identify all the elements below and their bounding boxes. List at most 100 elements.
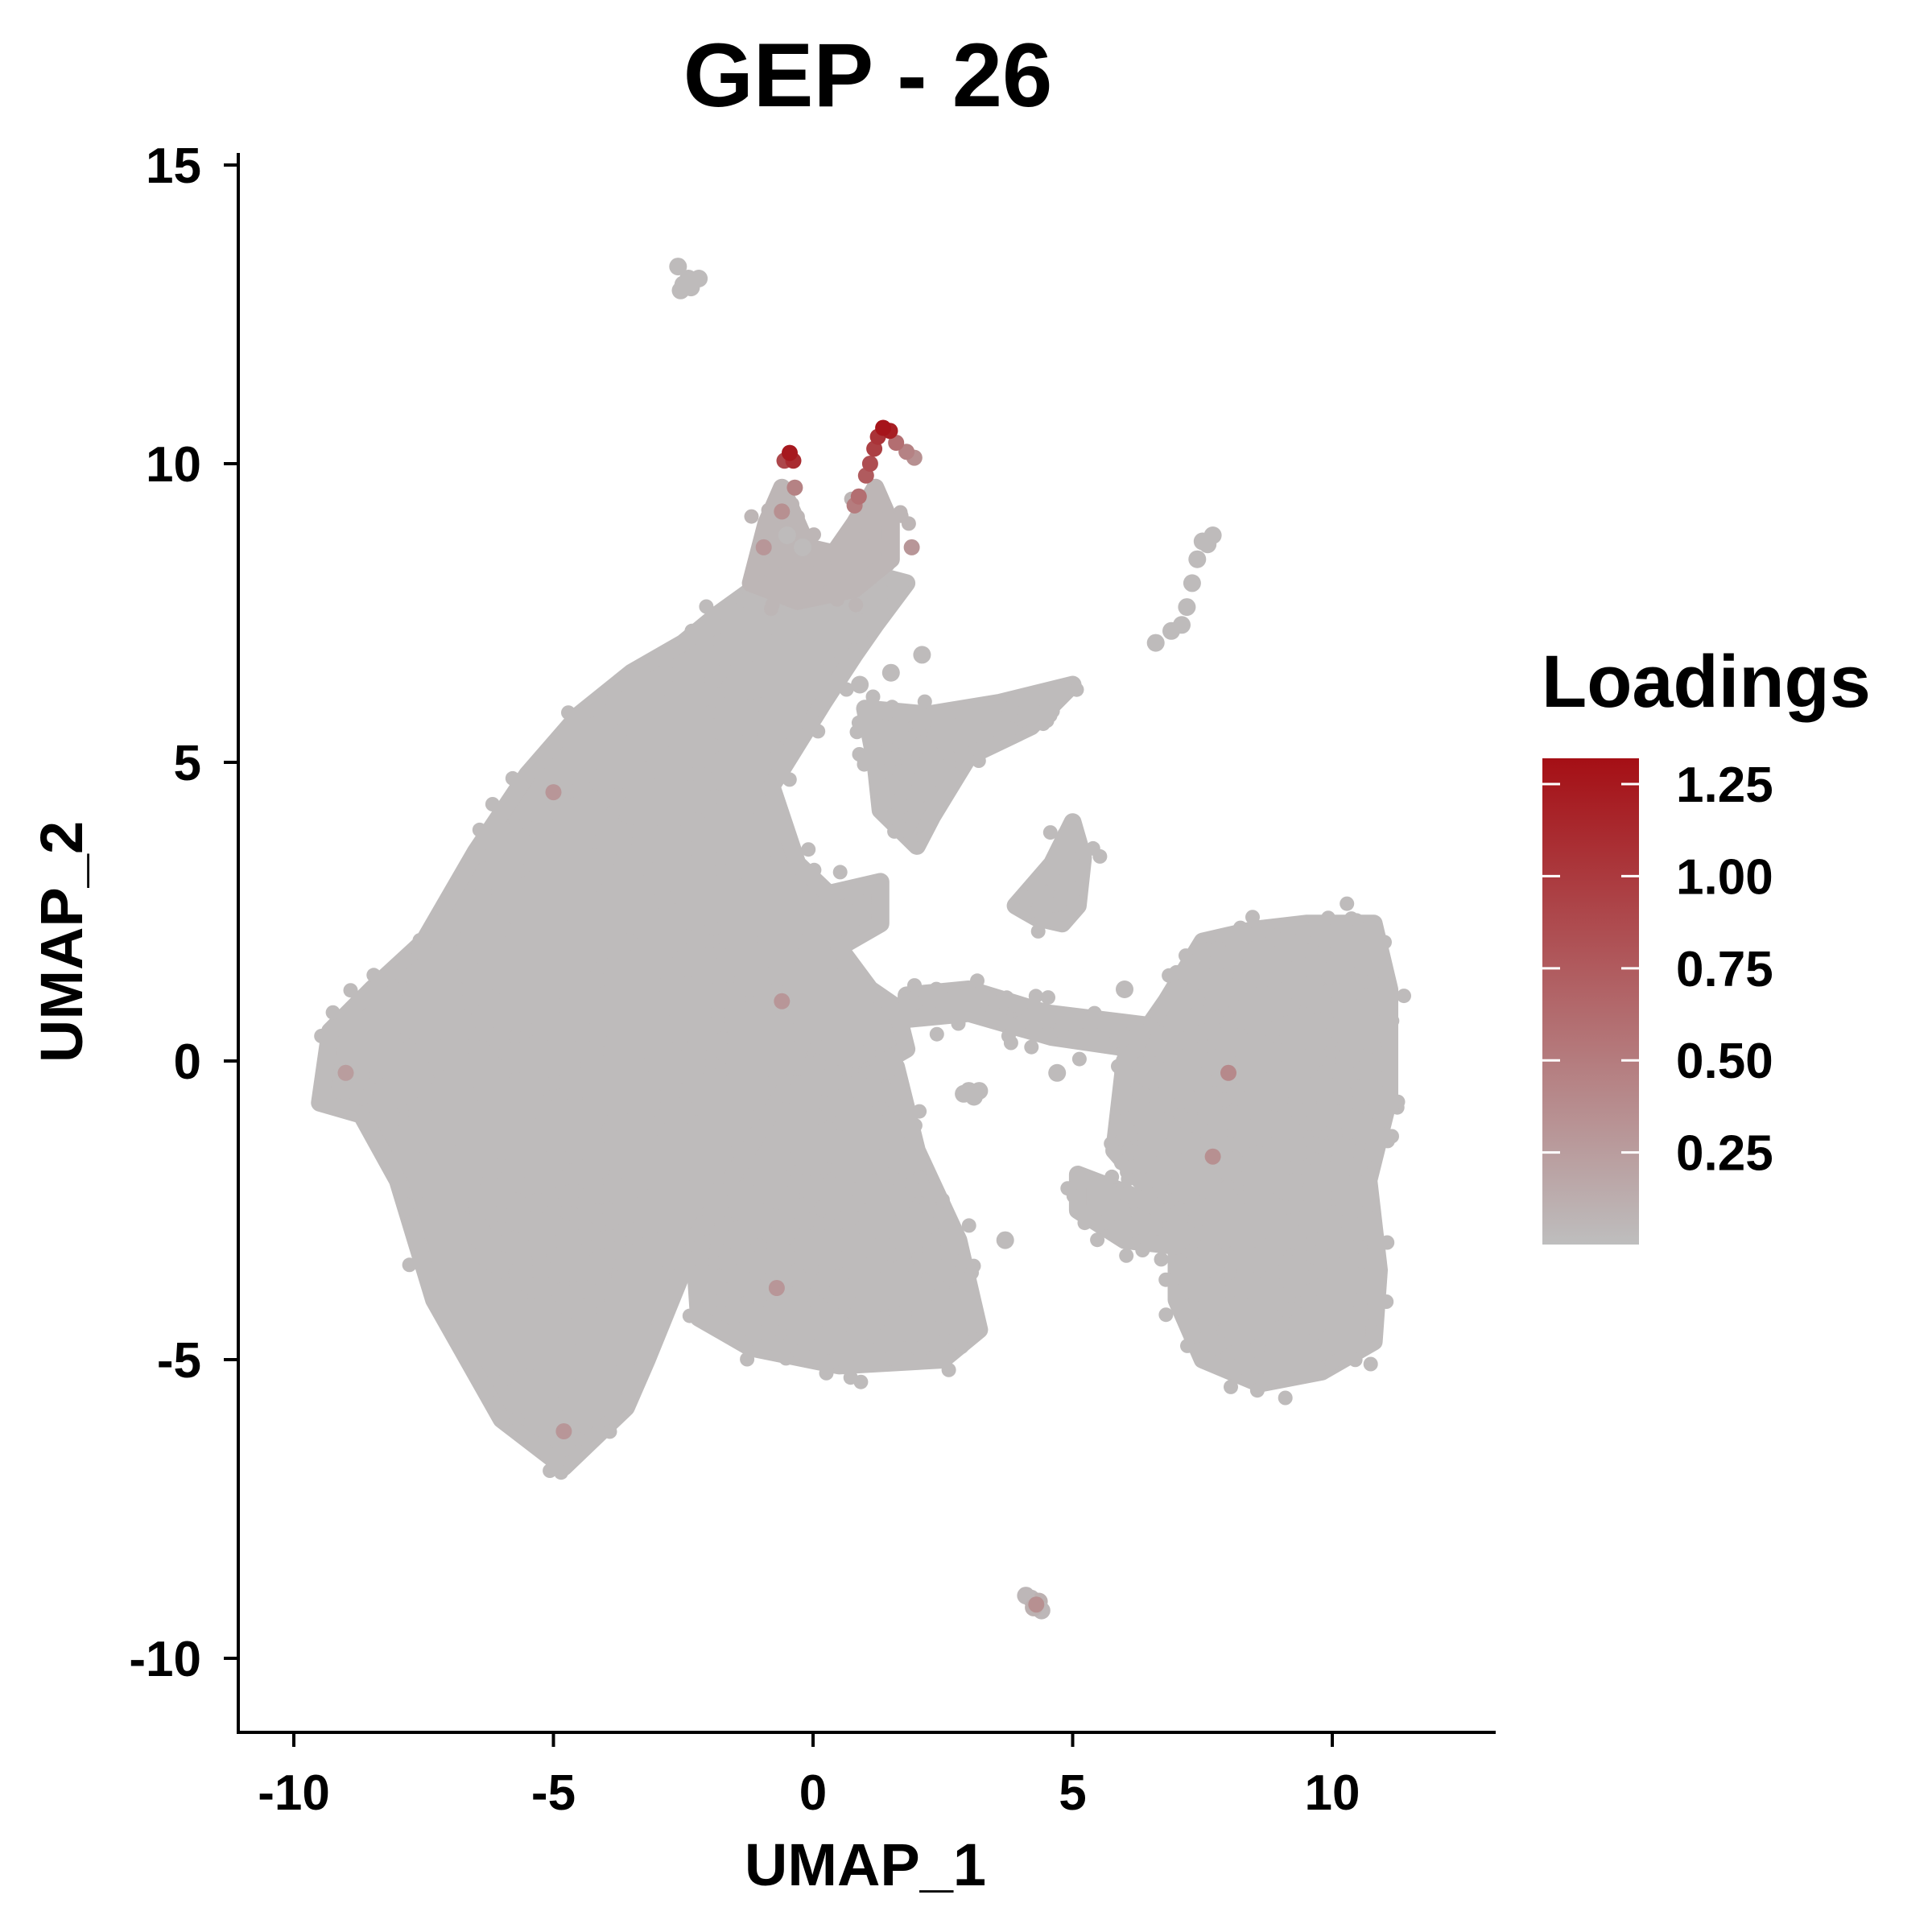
x-axis-ticks: -10 -5 0 5 10 bbox=[258, 1732, 1360, 1821]
cell-point bbox=[915, 1339, 931, 1354]
cell-point bbox=[1259, 952, 1274, 966]
cell-point bbox=[873, 1100, 889, 1116]
cell-point bbox=[357, 989, 371, 1004]
cell-point bbox=[663, 667, 679, 682]
cell-point bbox=[800, 691, 815, 707]
cell-point bbox=[1158, 1062, 1173, 1077]
cell-point bbox=[661, 926, 675, 941]
cell-point bbox=[839, 1090, 854, 1105]
cell-point bbox=[887, 1061, 902, 1076]
cell-point bbox=[457, 1009, 472, 1024]
cell-point bbox=[493, 839, 508, 854]
cell-point bbox=[1274, 1264, 1289, 1279]
cell-point bbox=[555, 997, 569, 1013]
cell-point bbox=[682, 1308, 697, 1323]
cell-point bbox=[1379, 1294, 1394, 1309]
cell-point bbox=[964, 1305, 980, 1320]
cell-point bbox=[832, 865, 848, 880]
cluster-right-arm bbox=[1060, 1166, 1195, 1263]
cell-point bbox=[558, 877, 572, 892]
cell-point bbox=[743, 1171, 758, 1187]
cell-point bbox=[824, 901, 840, 916]
cell-point bbox=[1289, 1282, 1304, 1298]
cell-point bbox=[621, 844, 636, 859]
cell-point bbox=[805, 1189, 820, 1204]
cell-point bbox=[550, 1269, 565, 1284]
cell-point bbox=[801, 842, 816, 857]
cell-point bbox=[800, 1212, 815, 1228]
cell-point bbox=[826, 1268, 840, 1283]
cell-point bbox=[671, 281, 690, 299]
cell-point bbox=[1233, 958, 1249, 973]
cell-point bbox=[493, 1220, 508, 1236]
cell-point bbox=[1290, 1225, 1305, 1241]
cell-point bbox=[744, 1042, 759, 1058]
cell-point bbox=[999, 990, 1014, 1005]
cell-point bbox=[700, 910, 714, 926]
cell-point bbox=[1121, 1143, 1137, 1158]
cell-point bbox=[1024, 1039, 1039, 1055]
cell-point bbox=[857, 703, 872, 718]
cell-point bbox=[1056, 1033, 1071, 1047]
cell-point bbox=[490, 885, 506, 899]
cell-point bbox=[1121, 1224, 1136, 1240]
cell-point bbox=[1338, 1089, 1353, 1104]
cell-point bbox=[795, 1197, 811, 1212]
cell-point bbox=[1070, 881, 1085, 896]
cell-point bbox=[516, 1197, 531, 1212]
cell-point bbox=[564, 1301, 579, 1316]
cell-point bbox=[531, 1255, 547, 1269]
cell-point bbox=[1214, 1226, 1229, 1241]
cell-point bbox=[431, 1075, 447, 1091]
legend-colorbar bbox=[1542, 758, 1639, 1245]
cell-point bbox=[557, 1442, 572, 1457]
cell-point bbox=[1307, 1231, 1323, 1246]
cell-point bbox=[439, 1271, 454, 1286]
cell-point bbox=[477, 923, 492, 938]
cell-point bbox=[811, 724, 826, 739]
cell-point bbox=[890, 1200, 905, 1216]
cell-point bbox=[630, 870, 645, 886]
cell-point bbox=[708, 789, 723, 804]
cell-point bbox=[1316, 1065, 1331, 1080]
cell-point bbox=[888, 435, 905, 451]
cell-point bbox=[954, 745, 969, 761]
cell-point bbox=[389, 1111, 404, 1126]
cell-point bbox=[971, 753, 986, 768]
cell-point bbox=[650, 1218, 665, 1233]
cell-point bbox=[621, 1243, 636, 1258]
cell-point bbox=[752, 1238, 767, 1253]
cell-point bbox=[1390, 1094, 1406, 1109]
cell-point bbox=[883, 1351, 898, 1366]
cell-point bbox=[848, 1075, 863, 1091]
cell-point bbox=[1217, 1092, 1232, 1108]
cell-point bbox=[1028, 989, 1043, 1004]
cell-point bbox=[1004, 721, 1019, 737]
cell-point bbox=[849, 724, 865, 740]
cell-point bbox=[795, 1256, 810, 1270]
cell-point bbox=[1231, 1136, 1246, 1150]
cell-point bbox=[787, 947, 803, 963]
cell-point bbox=[890, 1098, 906, 1113]
cell-point bbox=[689, 1100, 704, 1116]
cell-point bbox=[1327, 1129, 1343, 1144]
cell-point bbox=[925, 1203, 940, 1218]
cell-point bbox=[419, 1133, 435, 1148]
cell-point bbox=[1199, 535, 1217, 554]
cell-point bbox=[1187, 1301, 1202, 1315]
cell-point bbox=[1369, 1120, 1385, 1135]
cell-point bbox=[1269, 1066, 1285, 1081]
cell-point bbox=[530, 1006, 545, 1022]
cell-point bbox=[1272, 1003, 1287, 1018]
cell-point bbox=[514, 1219, 530, 1234]
cell-point bbox=[625, 950, 640, 965]
cell-point bbox=[1020, 906, 1035, 921]
cell-point bbox=[1324, 1044, 1340, 1059]
cell-point bbox=[776, 1170, 791, 1186]
cell-point bbox=[755, 1257, 770, 1273]
cell-point bbox=[925, 1288, 939, 1303]
cell-point bbox=[1114, 1034, 1129, 1049]
cell-point bbox=[648, 894, 663, 910]
cell-point bbox=[588, 1051, 604, 1066]
cell-point bbox=[843, 1370, 858, 1385]
